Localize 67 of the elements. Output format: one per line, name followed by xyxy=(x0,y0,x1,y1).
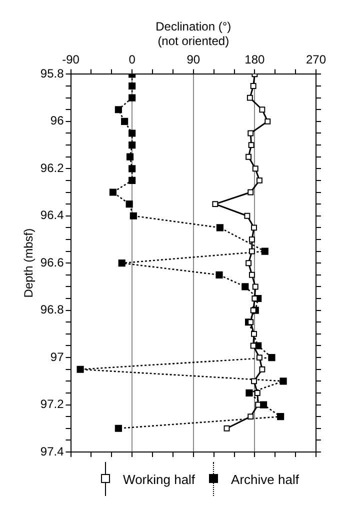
point xyxy=(128,141,136,149)
point xyxy=(254,390,260,396)
point xyxy=(251,224,257,231)
point xyxy=(244,212,250,219)
point xyxy=(126,153,134,160)
point xyxy=(114,424,122,432)
x-tick-label: 90 xyxy=(186,52,200,66)
point xyxy=(252,166,258,172)
point xyxy=(246,154,252,160)
point xyxy=(251,330,257,337)
point xyxy=(246,389,253,397)
y-tick-label: 96.8 xyxy=(40,302,64,317)
point xyxy=(216,271,223,278)
point xyxy=(248,272,255,278)
y-tick-label: 95.8 xyxy=(40,66,64,81)
x-tick-label: 270 xyxy=(306,52,326,66)
point xyxy=(248,248,255,254)
legend-label: Working half xyxy=(123,472,196,486)
y-tick-label: 96.6 xyxy=(40,255,64,270)
point xyxy=(259,106,266,113)
point xyxy=(252,284,258,290)
point xyxy=(76,366,84,373)
point xyxy=(248,236,255,242)
point xyxy=(260,401,268,408)
point xyxy=(248,189,254,196)
point xyxy=(259,366,266,372)
y-tick-label: 97.2 xyxy=(40,397,64,412)
point xyxy=(126,200,133,208)
point xyxy=(128,176,136,184)
point xyxy=(130,212,137,220)
point xyxy=(128,130,136,137)
y-tick-label: 97 xyxy=(50,350,64,364)
x-tick-label: -90 xyxy=(62,52,80,66)
point xyxy=(248,414,254,420)
point xyxy=(114,106,122,114)
y-tick-label: 97.4 xyxy=(40,444,64,458)
y-tick-label: 96.4 xyxy=(40,208,64,222)
x-tick-label: 0 xyxy=(128,52,136,66)
point xyxy=(261,248,268,255)
point xyxy=(280,378,287,385)
point xyxy=(264,118,271,124)
point xyxy=(250,83,256,89)
point xyxy=(242,283,249,290)
point xyxy=(248,142,254,148)
point xyxy=(246,260,252,266)
point xyxy=(277,413,284,420)
y-tick-label: 96.2 xyxy=(40,160,64,175)
y-axis-title: Depth (mbsf) xyxy=(22,228,36,298)
point xyxy=(128,94,136,102)
point xyxy=(216,224,224,232)
legend-label: Archive half xyxy=(231,472,299,486)
point xyxy=(224,425,230,432)
point xyxy=(256,354,262,361)
point xyxy=(109,188,117,196)
point xyxy=(268,354,276,362)
point xyxy=(121,118,128,125)
point xyxy=(212,201,218,208)
point xyxy=(128,82,136,90)
point xyxy=(256,177,262,184)
y-tick-label: 96 xyxy=(50,114,64,128)
point xyxy=(128,165,136,172)
x-tick-label: 180 xyxy=(244,52,266,66)
point xyxy=(251,378,257,384)
point xyxy=(246,94,253,101)
x-axis-title: Declination (°) (not oriented) xyxy=(156,20,232,48)
point xyxy=(118,260,126,267)
point xyxy=(248,130,254,136)
